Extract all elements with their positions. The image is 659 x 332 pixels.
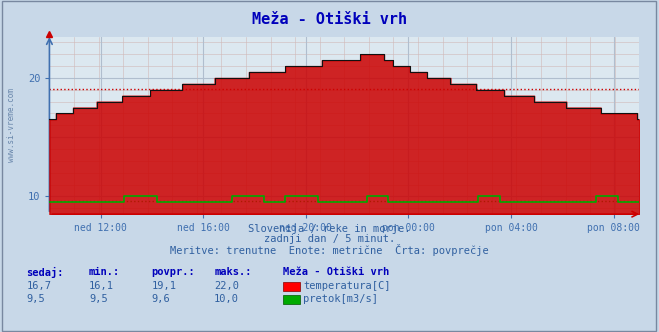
Text: pretok[m3/s]: pretok[m3/s] — [303, 294, 378, 304]
Text: 9,6: 9,6 — [152, 294, 170, 304]
Text: temperatura[C]: temperatura[C] — [303, 281, 391, 290]
Text: 9,5: 9,5 — [89, 294, 107, 304]
Text: 16,7: 16,7 — [26, 281, 51, 290]
Text: maks.:: maks.: — [214, 267, 252, 277]
Text: povpr.:: povpr.: — [152, 267, 195, 277]
Text: min.:: min.: — [89, 267, 120, 277]
Text: 22,0: 22,0 — [214, 281, 239, 290]
Text: Meža - Otiški vrh: Meža - Otiški vrh — [252, 12, 407, 27]
Text: Meža - Otiški vrh: Meža - Otiški vrh — [283, 267, 389, 277]
Text: 16,1: 16,1 — [89, 281, 114, 290]
Text: sedaj:: sedaj: — [26, 267, 64, 278]
Text: www.si-vreme.com: www.si-vreme.com — [7, 88, 16, 162]
Text: 9,5: 9,5 — [26, 294, 45, 304]
Text: 19,1: 19,1 — [152, 281, 177, 290]
Text: 10,0: 10,0 — [214, 294, 239, 304]
Text: Slovenija / reke in morje.: Slovenija / reke in morje. — [248, 224, 411, 234]
Text: Meritve: trenutne  Enote: metrične  Črta: povprečje: Meritve: trenutne Enote: metrične Črta: … — [170, 244, 489, 256]
Text: zadnji dan / 5 minut.: zadnji dan / 5 minut. — [264, 234, 395, 244]
